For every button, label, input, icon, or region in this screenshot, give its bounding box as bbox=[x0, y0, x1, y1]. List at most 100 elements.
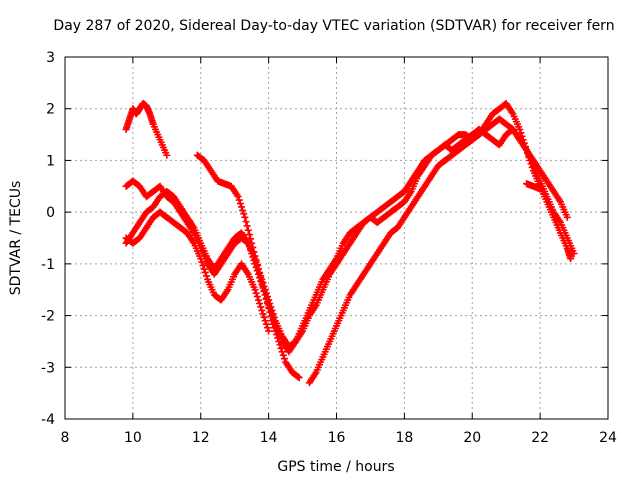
chart-title: Day 287 of 2020, Sidereal Day-to-day VTE… bbox=[53, 18, 614, 34]
y-axis-label: SDTVAR / TECUs bbox=[8, 181, 24, 296]
x-tick-label: 8 bbox=[61, 430, 70, 446]
x-tick-label: 16 bbox=[328, 430, 346, 446]
data-point bbox=[262, 294, 270, 302]
data-point bbox=[252, 263, 260, 271]
data-point bbox=[244, 226, 252, 234]
x-tick-label: 22 bbox=[531, 430, 549, 446]
data-point bbox=[266, 305, 274, 313]
series-s4 bbox=[122, 125, 571, 356]
data-point bbox=[521, 143, 529, 151]
data-point bbox=[249, 253, 257, 261]
data-point bbox=[527, 160, 535, 168]
data-point bbox=[254, 296, 262, 304]
data-point bbox=[261, 317, 269, 325]
data-point bbox=[245, 231, 253, 239]
data-point bbox=[251, 286, 259, 294]
data-point bbox=[269, 315, 277, 323]
x-tick-label: 24 bbox=[599, 430, 617, 446]
series-s6 bbox=[523, 180, 544, 193]
y-tick-label: -3 bbox=[41, 360, 55, 376]
x-axis-label: GPS time / hours bbox=[277, 459, 394, 475]
data-point bbox=[234, 193, 242, 201]
data-point bbox=[254, 270, 262, 278]
series-s1 bbox=[122, 100, 171, 159]
data-point bbox=[525, 153, 533, 161]
data-point bbox=[262, 320, 270, 328]
data-point bbox=[258, 281, 266, 289]
data-point bbox=[265, 301, 273, 309]
data-point bbox=[241, 213, 249, 221]
data-point bbox=[236, 200, 244, 208]
data-point bbox=[278, 348, 286, 356]
data-point bbox=[280, 355, 288, 363]
data-point bbox=[563, 213, 571, 221]
y-tick-label: 0 bbox=[46, 205, 55, 221]
data-point bbox=[257, 277, 265, 285]
data-point bbox=[260, 313, 268, 321]
data-point bbox=[257, 303, 265, 311]
data-point bbox=[247, 246, 255, 254]
data-point bbox=[240, 210, 248, 218]
data-point bbox=[526, 156, 534, 164]
data-point bbox=[258, 306, 266, 314]
data-point bbox=[251, 260, 259, 268]
data-point bbox=[248, 250, 256, 258]
x-tick-label: 18 bbox=[395, 430, 413, 446]
data-point bbox=[197, 255, 205, 263]
data-point bbox=[567, 255, 575, 263]
data-point bbox=[243, 222, 251, 230]
y-tick-label: 1 bbox=[46, 153, 55, 169]
data-point bbox=[270, 318, 278, 326]
x-tick-label: 20 bbox=[463, 430, 481, 446]
data-point bbox=[250, 256, 258, 264]
data-point bbox=[199, 262, 207, 270]
y-tick-label: -1 bbox=[41, 257, 55, 273]
data-marks bbox=[122, 100, 578, 387]
x-tick-label: 14 bbox=[260, 430, 278, 446]
data-point bbox=[256, 300, 264, 308]
data-point bbox=[295, 374, 303, 382]
data-point bbox=[253, 293, 261, 301]
y-tick-label: 2 bbox=[46, 102, 55, 118]
y-tick-label: 3 bbox=[46, 50, 55, 66]
data-point bbox=[294, 373, 302, 381]
data-point bbox=[245, 243, 253, 251]
data-point bbox=[265, 327, 273, 335]
y-tick-label: -2 bbox=[41, 309, 55, 325]
data-point bbox=[163, 151, 171, 159]
data-point bbox=[242, 218, 250, 226]
data-point bbox=[523, 146, 531, 154]
data-point bbox=[516, 125, 524, 133]
data-point bbox=[200, 265, 208, 273]
x-tick-label: 12 bbox=[192, 430, 210, 446]
data-point bbox=[260, 287, 268, 295]
data-point bbox=[198, 258, 206, 266]
data-point bbox=[259, 284, 267, 292]
data-point bbox=[256, 274, 264, 282]
data-point bbox=[263, 324, 271, 332]
data-point bbox=[259, 310, 267, 318]
data-point bbox=[201, 268, 209, 276]
y-tick-label: -4 bbox=[41, 412, 55, 428]
data-point bbox=[202, 272, 210, 280]
data-point bbox=[536, 185, 544, 193]
data-point bbox=[524, 150, 532, 158]
data-point bbox=[517, 129, 525, 137]
data-point bbox=[520, 139, 528, 147]
data-point bbox=[518, 132, 526, 140]
data-point bbox=[239, 206, 247, 214]
series-s5 bbox=[122, 100, 575, 387]
data-point bbox=[279, 351, 287, 359]
data-point bbox=[268, 312, 276, 320]
data-point bbox=[519, 136, 527, 144]
data-point bbox=[267, 308, 275, 316]
data-point bbox=[252, 289, 260, 297]
x-tick-label: 10 bbox=[124, 430, 142, 446]
data-point bbox=[237, 203, 245, 211]
data-point bbox=[253, 267, 261, 275]
data-point bbox=[263, 298, 271, 306]
data-point bbox=[528, 163, 536, 171]
data-point bbox=[235, 196, 243, 204]
